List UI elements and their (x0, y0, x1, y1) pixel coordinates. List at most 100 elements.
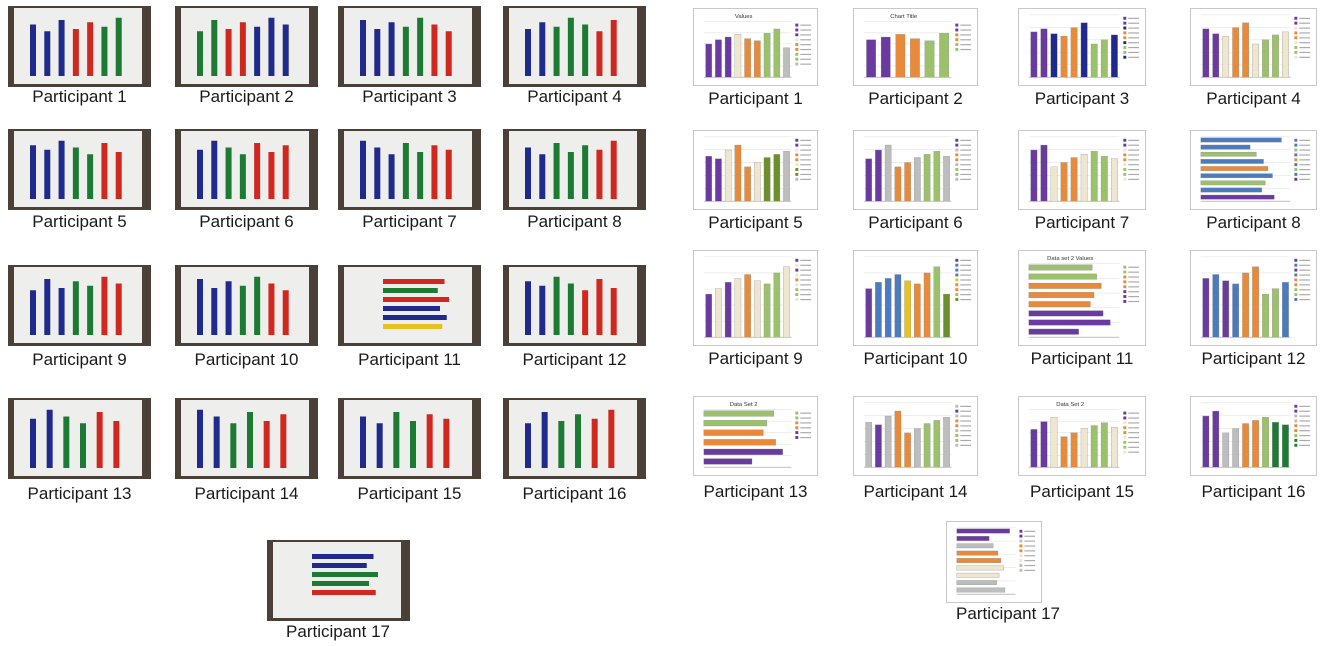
photo-image (175, 398, 318, 479)
participant-chart (1018, 8, 1146, 86)
participant-chart (1190, 250, 1317, 346)
chart-caption: Participant 7 (1034, 213, 1130, 232)
photo-image (175, 265, 318, 346)
participant-photo (338, 6, 481, 87)
participant-photo (338, 398, 481, 479)
chart-caption: Participant 15 (1030, 482, 1134, 501)
photo-caption: Participant 2 (199, 87, 294, 106)
chart-image (1200, 14, 1311, 78)
photo-image (8, 265, 151, 346)
chart-caption: Participant 16 (1201, 482, 1306, 501)
participant-chart (693, 130, 818, 210)
participant-chart: Chart Title (853, 8, 978, 86)
photo-image (338, 398, 481, 479)
chart-image: Chart Title (863, 14, 972, 78)
chart-image (1028, 14, 1140, 78)
participant-photo (8, 6, 151, 87)
chart-caption: Participant 3 (1034, 89, 1130, 108)
photo-caption: Participant 8 (527, 212, 622, 231)
photo-image (503, 129, 646, 210)
chart-caption: Participant 4 (1206, 89, 1301, 108)
chart-caption: Participant 17 (956, 604, 1060, 623)
chart-image (1200, 256, 1311, 338)
photo-caption: Participant 5 (32, 212, 127, 231)
chart-caption: Participant 9 (708, 349, 803, 368)
participant-chart: Data Set 2 (693, 396, 818, 476)
chart-image (703, 256, 812, 338)
participant-photo (338, 265, 481, 346)
chart-image (863, 136, 972, 202)
chart-image (1028, 136, 1140, 202)
participant-chart (1190, 130, 1317, 210)
participant-photo (267, 540, 410, 621)
participant-photo (8, 265, 151, 346)
participant-photo (175, 129, 318, 210)
chart-caption: Participant 5 (708, 213, 803, 232)
chart-image (863, 402, 972, 468)
chart-caption: Participant 10 (863, 349, 968, 368)
photo-image (8, 129, 151, 210)
participant-chart (1190, 8, 1317, 86)
photo-caption: Participant 4 (527, 87, 622, 106)
chart-image (1200, 136, 1311, 202)
photo-image (503, 265, 646, 346)
chart-caption: Participant 12 (1201, 349, 1306, 368)
participant-chart (693, 250, 818, 346)
chart-caption: Participant 8 (1206, 213, 1301, 232)
participant-chart (1018, 130, 1146, 210)
chart-title: Data Set 2 (1056, 402, 1084, 408)
participant-chart (946, 521, 1042, 603)
photo-image (338, 6, 481, 87)
participant-photo (503, 265, 646, 346)
chart-image (956, 527, 1036, 595)
photo-image (503, 398, 646, 479)
chart-image: Values (703, 14, 812, 78)
participant-photo (503, 398, 646, 479)
chart-title: Data Set 2 (730, 402, 758, 408)
chart-image (703, 136, 812, 202)
participant-chart: Data Set 2 (1018, 396, 1146, 476)
chart-image (1200, 402, 1311, 468)
participant-photo (175, 398, 318, 479)
photo-image (338, 265, 481, 346)
photo-caption: Participant 14 (194, 484, 299, 503)
participant-photo (503, 129, 646, 210)
photo-caption: Participant 17 (286, 622, 390, 641)
photo-caption: Participant 13 (27, 484, 132, 503)
photo-caption: Participant 12 (522, 350, 627, 369)
participant-chart: Data set 2 Values (1018, 250, 1146, 346)
photo-image (175, 129, 318, 210)
participant-photo (338, 129, 481, 210)
chart-image: Data set 2 Values (1028, 256, 1140, 338)
photo-caption: Participant 9 (32, 350, 127, 369)
photo-image (503, 6, 646, 87)
chart-image: Data Set 2 (1028, 402, 1140, 468)
photo-caption: Participant 6 (199, 212, 294, 231)
chart-title: Chart Title (890, 14, 917, 20)
photo-caption: Participant 11 (358, 350, 461, 369)
chart-image (863, 256, 972, 338)
participant-chart (1190, 396, 1317, 476)
chart-caption: Participant 2 (868, 89, 963, 108)
chart-caption: Participant 14 (863, 482, 968, 501)
photo-caption: Participant 10 (194, 350, 299, 369)
participant-photo (503, 6, 646, 87)
chart-caption: Participant 11 (1030, 349, 1134, 368)
participant-photo (8, 129, 151, 210)
chart-title: Data set 2 Values (1047, 256, 1093, 262)
chart-caption: Participant 6 (868, 213, 963, 232)
chart-image: Data Set 2 (703, 402, 812, 468)
participant-chart (853, 396, 978, 476)
photo-caption: Participant 7 (362, 212, 457, 231)
participant-photo (175, 6, 318, 87)
photo-caption: Participant 3 (362, 87, 457, 106)
photo-caption: Participant 1 (32, 87, 127, 106)
chart-caption: Participant 13 (703, 482, 808, 501)
participant-photo (8, 398, 151, 479)
photo-caption: Participant 16 (522, 484, 627, 503)
photo-image (175, 6, 318, 87)
participant-photo (175, 265, 318, 346)
photo-image (267, 540, 410, 621)
photo-caption: Participant 15 (357, 484, 462, 503)
photo-image (338, 129, 481, 210)
